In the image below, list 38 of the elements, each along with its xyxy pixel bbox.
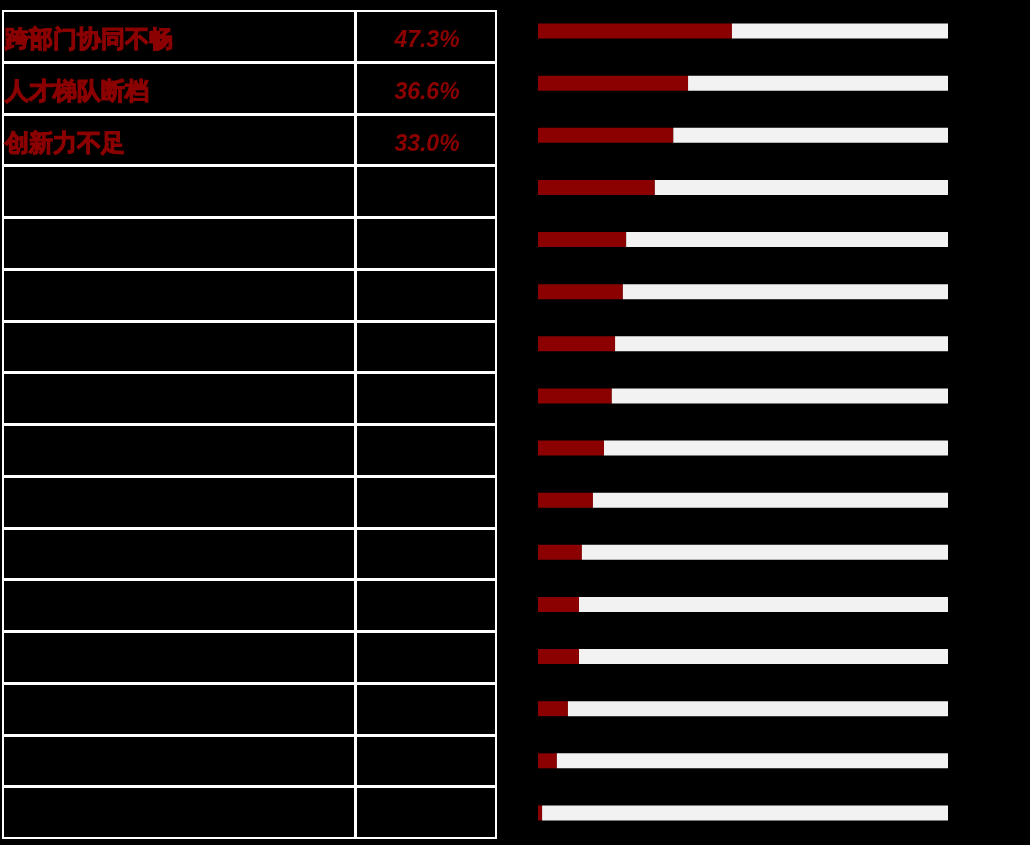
bar — [604, 440, 948, 456]
bar — [538, 75, 689, 91]
bar — [626, 232, 948, 248]
bar — [538, 596, 579, 612]
bar — [538, 232, 627, 248]
bar — [538, 701, 568, 717]
bar — [615, 336, 948, 352]
bar — [538, 127, 674, 143]
bar — [611, 388, 948, 404]
bar — [592, 492, 948, 508]
bar — [579, 649, 948, 665]
bar — [538, 284, 623, 300]
data-label: 33.0% — [394, 129, 460, 156]
bar — [538, 805, 543, 821]
bar — [654, 179, 948, 195]
bar — [538, 753, 557, 769]
bar — [581, 544, 948, 560]
bar — [538, 544, 582, 560]
bar — [673, 127, 948, 143]
bar — [538, 440, 605, 456]
y-tick-label: 人才梯队断档 — [4, 77, 149, 105]
bar — [688, 75, 948, 91]
bar — [538, 23, 732, 39]
bar — [538, 336, 616, 352]
bar — [542, 805, 948, 821]
bar — [538, 649, 579, 665]
bar — [731, 23, 948, 39]
y-tick-label: 创新力不足 — [4, 129, 125, 157]
bar — [538, 179, 655, 195]
data-label: 36.6% — [394, 77, 460, 104]
y-tick-label: 跨部门协同不畅 — [4, 25, 173, 53]
bar — [538, 388, 612, 404]
bar — [567, 701, 948, 717]
bar — [538, 492, 593, 508]
data-label: 47.3% — [393, 25, 460, 52]
bar — [622, 284, 948, 300]
bar — [556, 753, 948, 769]
bar — [579, 596, 948, 612]
